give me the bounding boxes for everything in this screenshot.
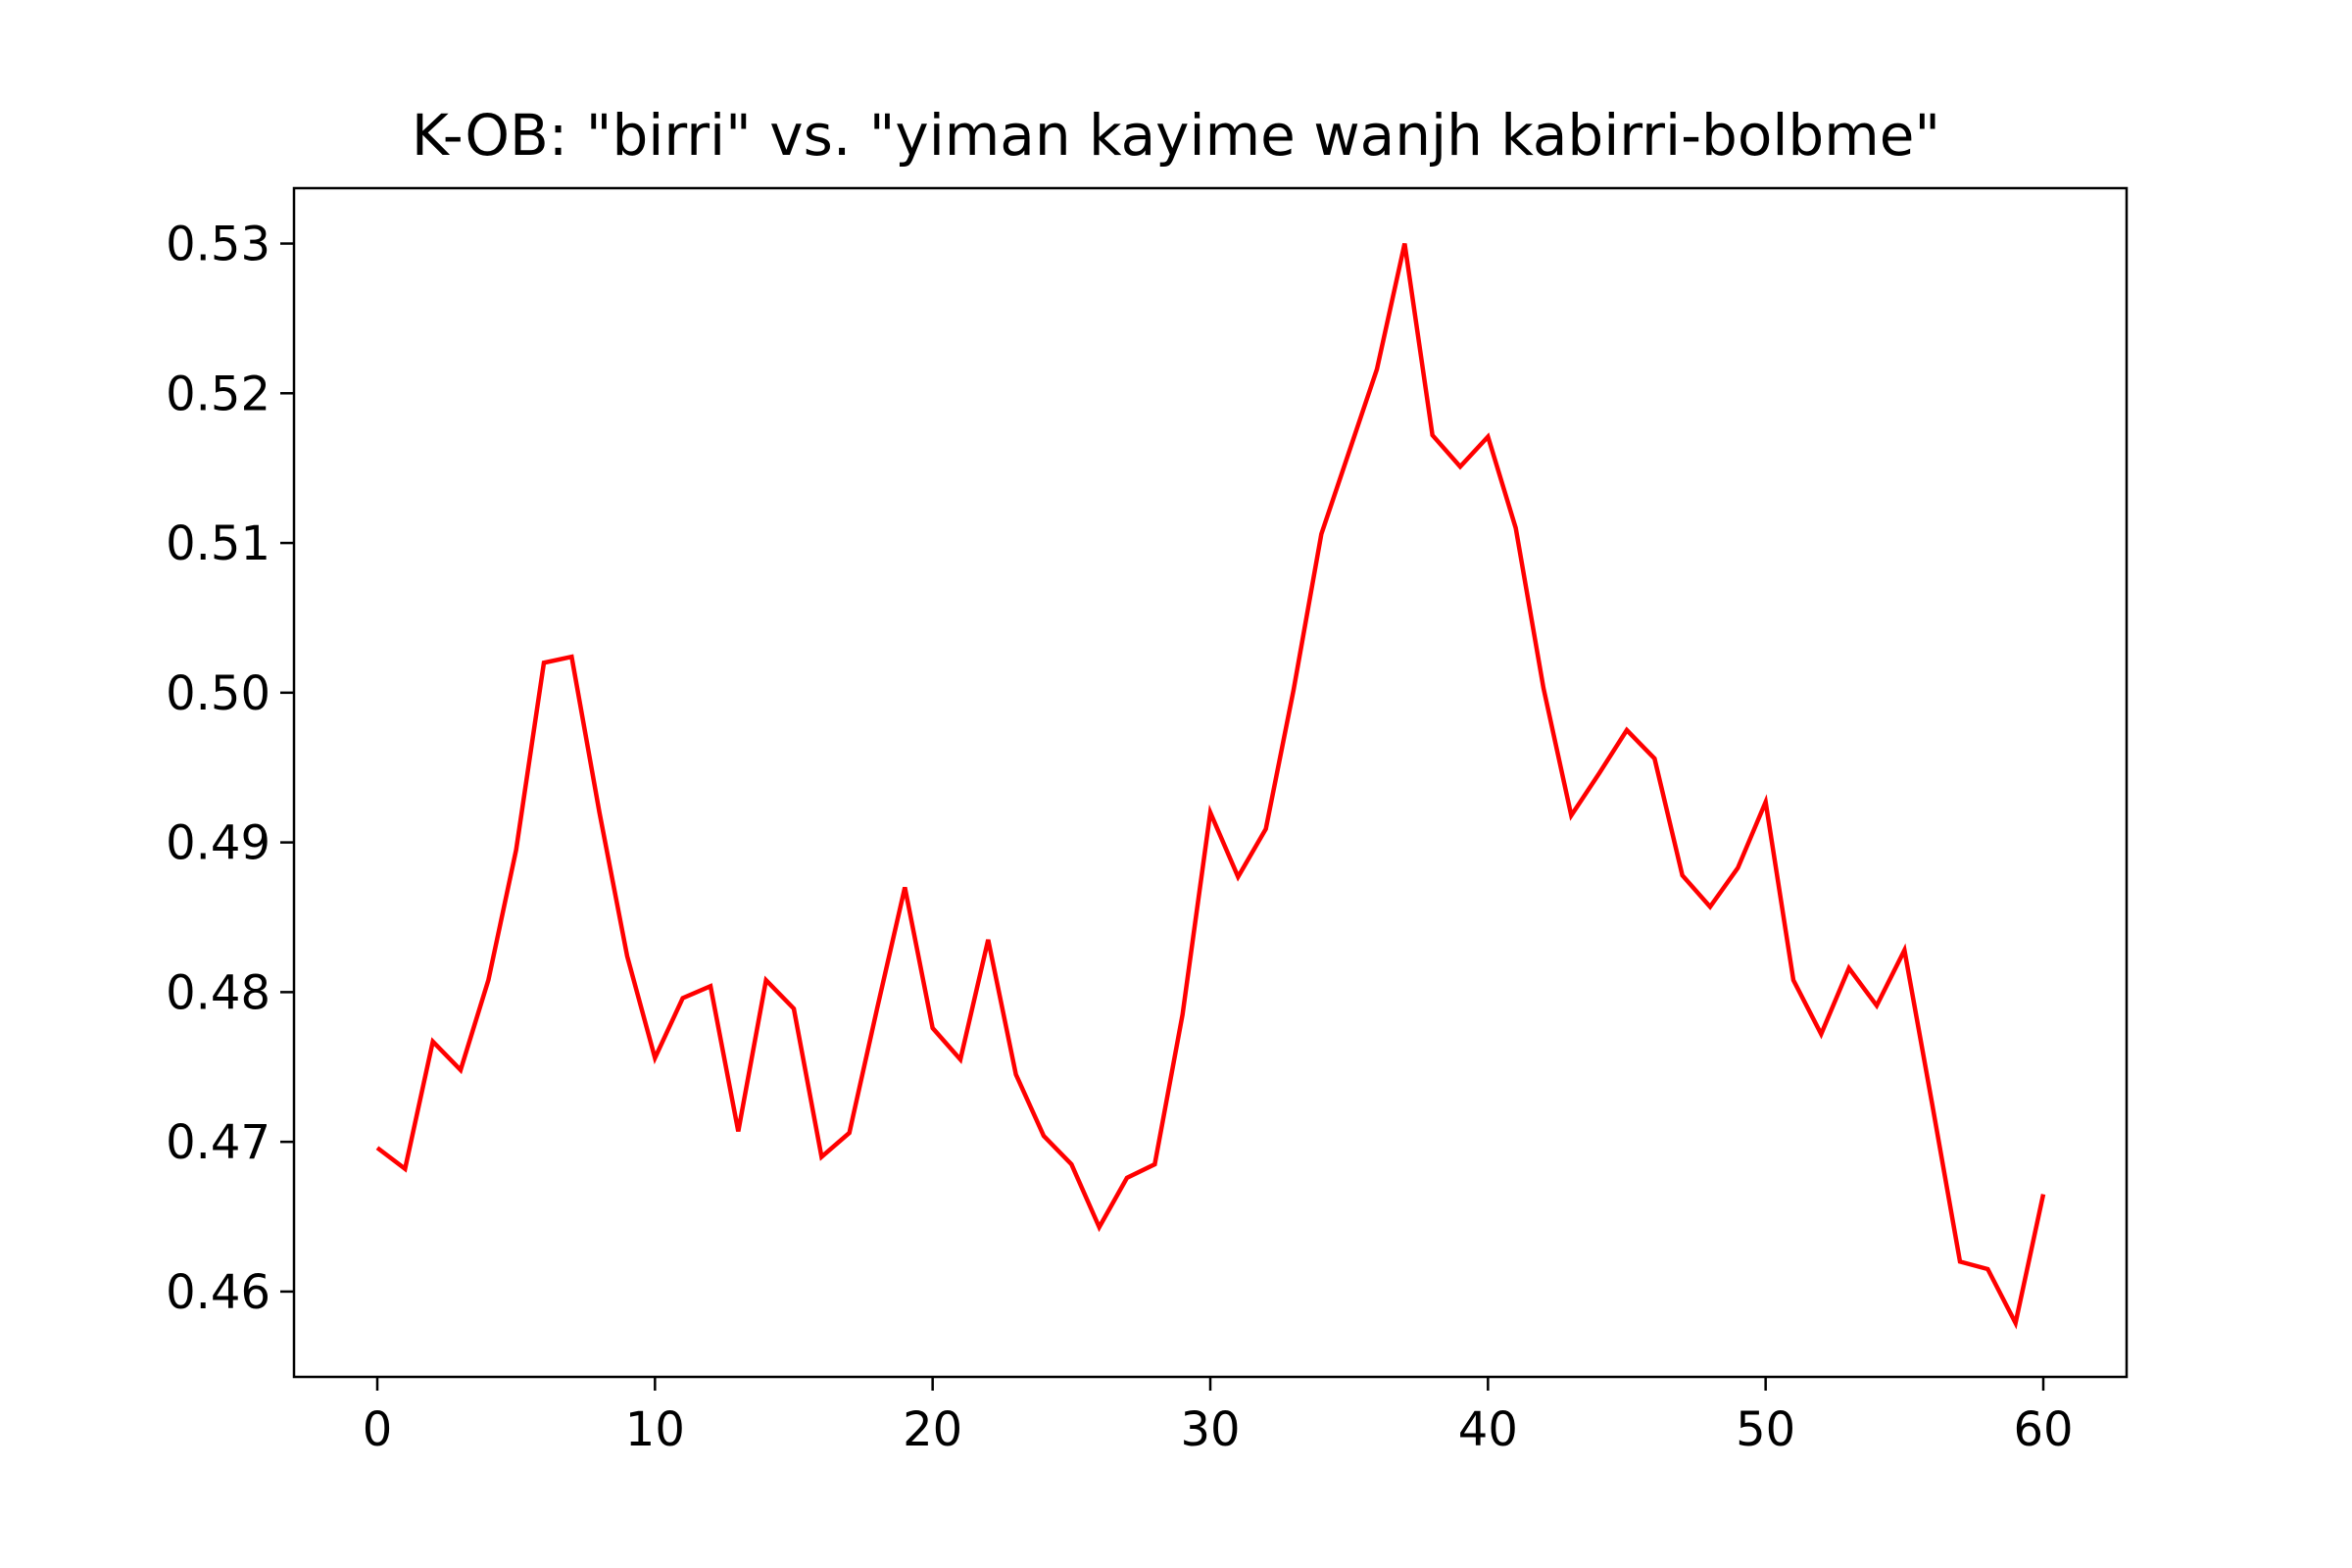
x-tick-label: 30 xyxy=(1180,1402,1240,1457)
x-tick-label: 40 xyxy=(1458,1402,1518,1457)
chart-title: K-OB: "birri" vs. "yiman kayime wanjh ka… xyxy=(412,102,1940,169)
series-line xyxy=(375,243,2046,1330)
y-tick-label: 0.49 xyxy=(166,816,270,871)
x-tick-label: 10 xyxy=(625,1402,685,1457)
y-tick-label: 0.53 xyxy=(166,218,270,272)
y-tick-label: 0.48 xyxy=(166,965,270,1020)
x-tick-label: 0 xyxy=(363,1402,393,1457)
plot-area xyxy=(375,243,2046,1330)
y-tick-label: 0.46 xyxy=(166,1265,270,1320)
y-tick-label: 0.52 xyxy=(166,367,270,421)
x-tick-label: 50 xyxy=(1736,1402,1795,1457)
axes-frame xyxy=(292,186,2129,1379)
x-tick-label: 20 xyxy=(903,1402,962,1457)
axes: 0 10 20 30 40 50 60 0.46 0.47 0.48 0.49 0.50 0.51 0.5… xyxy=(166,218,2073,1457)
y-tick-label: 0.47 xyxy=(166,1115,270,1170)
y-tick-label: 0.50 xyxy=(166,666,270,721)
x-tick-label: 60 xyxy=(2013,1402,2073,1457)
y-tick-label: 0.51 xyxy=(166,516,270,571)
